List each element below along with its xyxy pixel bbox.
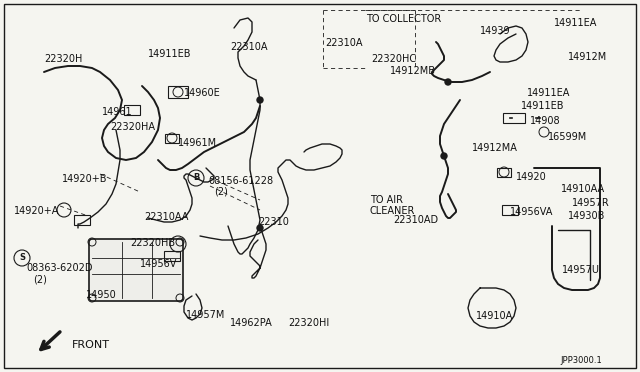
Text: 14920+A: 14920+A [14,206,60,216]
Text: 14956VA: 14956VA [510,207,554,217]
Text: 14962PA: 14962PA [230,318,273,328]
Circle shape [441,153,447,159]
Text: 14961M: 14961M [178,138,217,148]
Text: 14910A: 14910A [476,311,513,321]
Text: 14956V: 14956V [140,259,177,269]
Text: 22310: 22310 [258,217,289,227]
Text: 14950: 14950 [86,290,116,300]
Bar [165,134,179,142]
Bar [502,205,518,215]
Text: TO AIR: TO AIR [370,195,403,205]
Text: 14911EA: 14911EA [554,18,597,28]
Text: 14912MB: 14912MB [390,66,436,76]
Text: 14957R: 14957R [572,198,610,208]
Text: 16599M: 16599M [548,132,588,142]
Text: 14961: 14961 [102,107,132,117]
Bar [74,215,90,225]
Bar [503,113,525,123]
Text: 14930B: 14930B [568,211,605,221]
Circle shape [257,97,263,103]
Text: 22310A: 22310A [325,38,362,48]
Text: 22310AA: 22310AA [144,212,188,222]
Text: 22320H: 22320H [44,54,83,64]
Circle shape [257,225,263,231]
Text: 14957U: 14957U [562,265,600,275]
Text: TO COLLECTOR: TO COLLECTOR [366,14,441,24]
Text: (2): (2) [33,274,47,284]
Text: 14911EB: 14911EB [148,49,191,59]
Text: 22320HB: 22320HB [130,238,175,248]
Bar [497,167,511,176]
Text: 14912MA: 14912MA [472,143,518,153]
Bar [124,105,140,115]
Text: 14920+B: 14920+B [62,174,108,184]
Text: 08156-61228: 08156-61228 [208,176,273,186]
Text: 14908: 14908 [530,116,561,126]
Text: 22320HA: 22320HA [110,122,155,132]
Text: 14957M: 14957M [186,310,225,320]
Text: 14910AA: 14910AA [561,184,605,194]
Circle shape [445,79,451,85]
Text: (2): (2) [214,187,228,197]
FancyBboxPatch shape [89,239,183,301]
Text: 22310A: 22310A [230,42,268,52]
Text: 22320HC: 22320HC [371,54,416,64]
Text: B: B [193,173,199,183]
Text: 14912M: 14912M [568,52,607,62]
Text: 14911EA: 14911EA [527,88,570,98]
Text: 14960E: 14960E [184,88,221,98]
Text: 14920: 14920 [516,172,547,182]
Bar [164,251,180,261]
Text: 08363-6202D: 08363-6202D [26,263,93,273]
Text: 14911EB: 14911EB [521,101,564,111]
Text: JPP3000.1: JPP3000.1 [560,356,602,365]
Text: S: S [19,253,25,263]
Text: 22320HI: 22320HI [288,318,329,328]
Text: 14939: 14939 [480,26,511,36]
Bar [168,86,188,98]
Text: CLEANER: CLEANER [370,206,415,216]
Text: FRONT: FRONT [72,340,110,350]
Text: 22310AD: 22310AD [393,215,438,225]
